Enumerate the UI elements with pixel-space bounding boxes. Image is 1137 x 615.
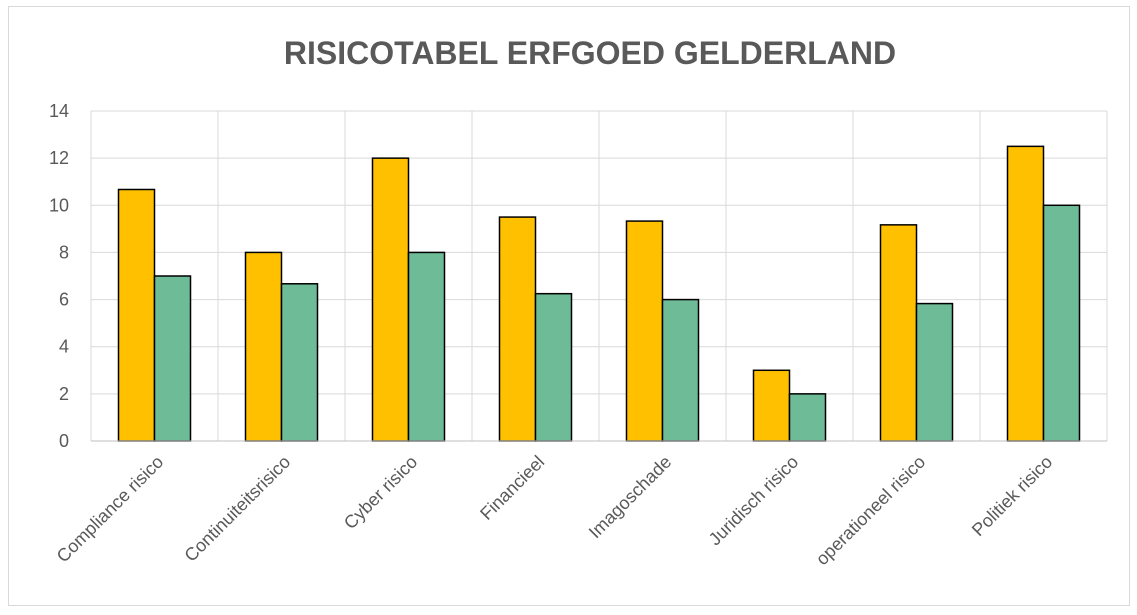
x-category-label: Cyber risico bbox=[340, 452, 421, 533]
x-category-label: Imagoschade bbox=[585, 452, 676, 543]
x-category-label: operationeel risico bbox=[812, 452, 929, 569]
bar-series-1 bbox=[498, 216, 537, 442]
y-tick-label: 2 bbox=[59, 384, 69, 404]
chart-area: RISICOTABEL ERFGOED GELDERLAND 0 2 4 6 8 10 12… bbox=[8, 6, 1130, 606]
bar-series-1 bbox=[1006, 145, 1045, 442]
x-category-label: Continuiteitsrisico bbox=[180, 452, 294, 566]
gridlines bbox=[90, 110, 1108, 441]
bar-series-2 bbox=[153, 275, 192, 442]
bar-series-1 bbox=[879, 224, 918, 442]
bar-series-2 bbox=[534, 292, 573, 442]
bar-series-2 bbox=[407, 251, 446, 442]
bar-series-2 bbox=[1042, 204, 1081, 442]
bar-chart: RISICOTABEL ERFGOED GELDERLAND 0 2 4 6 8 10 12… bbox=[49, 35, 1108, 569]
y-tick-label: 10 bbox=[49, 195, 69, 215]
bar-series-1 bbox=[244, 251, 283, 442]
x-category-label: Politiek risico bbox=[968, 452, 1056, 540]
y-tick-label: 12 bbox=[49, 148, 69, 168]
bar-series-2 bbox=[915, 302, 954, 442]
y-tick-label: 4 bbox=[59, 337, 69, 357]
y-tick-label: 8 bbox=[59, 242, 69, 262]
bar-series-1 bbox=[625, 220, 664, 442]
y-axis-ticks: 0 2 4 6 8 10 12 14 bbox=[49, 101, 69, 451]
bar-series-2 bbox=[280, 283, 319, 442]
bars bbox=[117, 145, 1081, 442]
x-category-label: Financieel bbox=[476, 452, 548, 524]
bar-series-1 bbox=[371, 157, 410, 442]
x-category-label: Juridisch risico bbox=[705, 452, 803, 550]
bar-series-1 bbox=[752, 369, 791, 442]
x-category-label: Compliance risico bbox=[53, 452, 168, 567]
bar-series-2 bbox=[661, 298, 700, 442]
bar-series-2 bbox=[788, 393, 827, 442]
x-axis-labels: Compliance risico Continuiteitsrisico Cybe… bbox=[53, 452, 1057, 569]
y-tick-label: 14 bbox=[49, 101, 69, 121]
bar-series-1 bbox=[117, 188, 156, 442]
y-tick-label: 6 bbox=[59, 290, 69, 310]
y-tick-label: 0 bbox=[59, 431, 69, 451]
chart-title: RISICOTABEL ERFGOED GELDERLAND bbox=[284, 35, 896, 71]
